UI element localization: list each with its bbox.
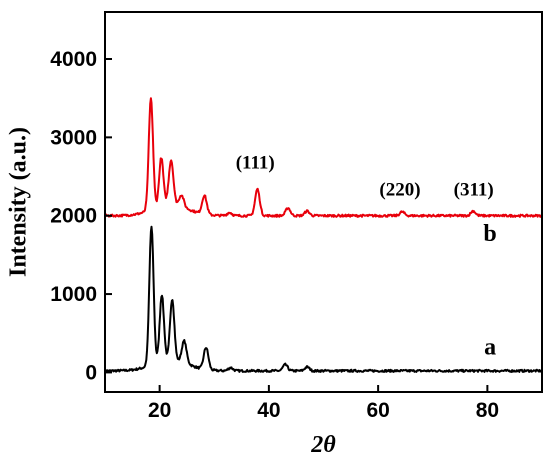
y-tick-label: 0 bbox=[85, 361, 97, 384]
series-label-a: a bbox=[484, 334, 496, 360]
y-tick-label: 4000 bbox=[50, 48, 97, 71]
series-line-a bbox=[104, 225, 543, 373]
y-tick-label: 1000 bbox=[50, 283, 97, 306]
series-label-b: b bbox=[483, 221, 496, 247]
label-layer: (111) (220) (311) b a bbox=[236, 153, 497, 361]
y-tick-label: 2000 bbox=[50, 205, 97, 228]
series-layer bbox=[104, 97, 543, 373]
x-tick-label: 20 bbox=[148, 399, 171, 422]
peak-annotation: (111) bbox=[236, 153, 275, 174]
tick-layer: 20 40 60 80 0 1000 2000 3000 4000 bbox=[50, 48, 499, 422]
x-axis-title: 2θ bbox=[310, 432, 336, 458]
y-tick-label: 3000 bbox=[50, 126, 97, 149]
peak-annotation: (311) bbox=[454, 179, 494, 200]
series-line-b bbox=[104, 97, 543, 218]
x-tick-label: 80 bbox=[476, 399, 499, 422]
x-tick-label: 60 bbox=[366, 399, 389, 422]
peak-annotation: (220) bbox=[379, 179, 420, 200]
plot-frame bbox=[104, 11, 543, 393]
x-tick-label: 40 bbox=[257, 399, 280, 422]
y-axis-title: Intensity (a.u.) bbox=[6, 127, 32, 277]
